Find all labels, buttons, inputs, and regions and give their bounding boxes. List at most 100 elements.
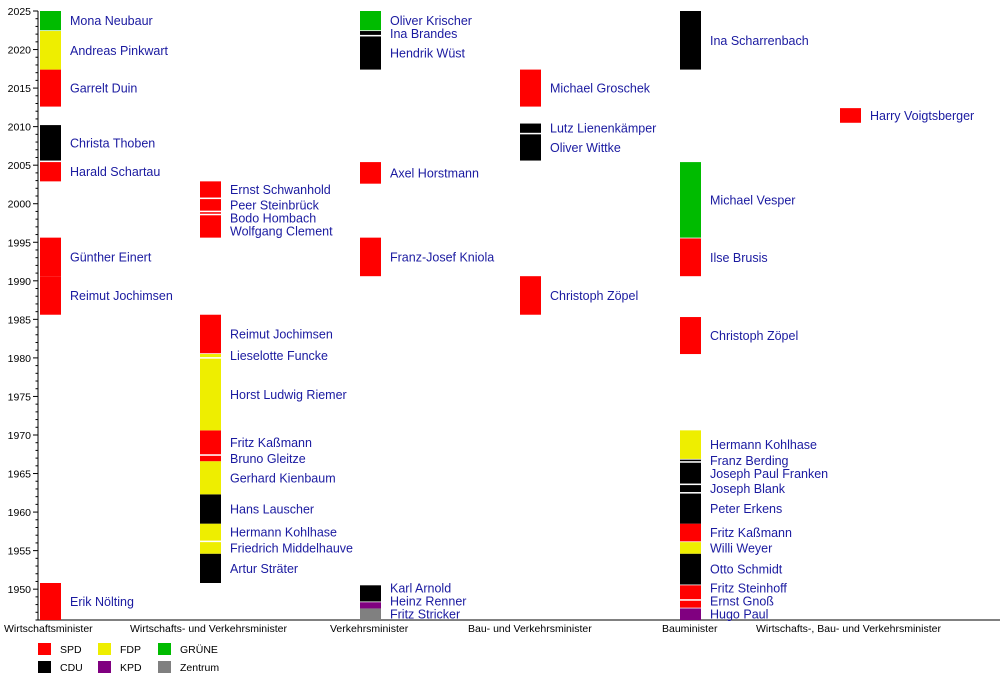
y-tick-label: 1960 <box>8 507 32 519</box>
minister-label: Fritz Kaßmann <box>710 526 792 540</box>
term-bar <box>40 276 61 315</box>
minister-label: Ina Scharrenbach <box>710 34 809 48</box>
minister-label: Karl Arnold <box>390 582 451 596</box>
y-tick-label: 2010 <box>8 122 32 134</box>
y-tick-label: 1990 <box>8 276 32 288</box>
minister-label: Reimut Jochimsen <box>230 328 333 342</box>
term-bar <box>680 485 701 493</box>
term-bar <box>680 238 701 277</box>
term-bar <box>360 36 381 70</box>
y-tick-label: 1965 <box>8 469 32 481</box>
legend-swatch <box>158 643 171 655</box>
term-bar <box>200 430 221 455</box>
minister-label: Lutz Lienenkämper <box>550 122 656 136</box>
term-bar <box>680 493 701 524</box>
term-bar <box>680 553 701 585</box>
term-bar <box>840 108 861 123</box>
minister-label: Hermann Kohlhase <box>710 438 817 452</box>
term-bar <box>680 523 701 542</box>
y-axis: 1950 1955 1960 1965 1970 1975 1980 1985 1990 1995… <box>8 6 1000 621</box>
minister-label: Peer Steinbrück <box>230 198 320 212</box>
term-bar <box>40 162 61 182</box>
legend-label: Zentrum <box>180 662 219 674</box>
term-bar <box>680 162 701 238</box>
minister-label: Erik Nölting <box>70 595 134 609</box>
minister-label: Ernst Gnoß <box>710 595 774 609</box>
minister-label: Otto Schmidt <box>710 563 783 577</box>
minister-label: Harry Voigtsberger <box>870 109 974 123</box>
legend: SPD CDU FDP KPD GRÜNE Zentrum <box>38 643 219 674</box>
term-bar <box>680 459 701 462</box>
legend-label: GRÜNE <box>180 644 218 656</box>
y-tick-label: 1955 <box>8 546 32 558</box>
category-labels: Wirtschaftsminister Wirtschafts- und Verk… <box>4 623 941 635</box>
minister-label: Wolfgang Clement <box>230 224 333 238</box>
minister-label: Fritz Stricker <box>390 608 460 622</box>
minister-label: Hans Lauscher <box>230 502 314 516</box>
term-bar <box>40 69 61 107</box>
term-bar <box>40 31 61 70</box>
minister-label: Friedrich Middelhauve <box>230 541 353 555</box>
minister-label: Gerhard Kienbaum <box>230 471 336 485</box>
term-bar <box>520 123 541 133</box>
minister-label: Fritz Kaßmann <box>230 436 312 450</box>
minister-label: Harald Schartau <box>70 165 160 179</box>
term-bar <box>200 314 221 354</box>
term-bar <box>200 181 221 198</box>
y-tick-label: 1970 <box>8 430 32 442</box>
term-bar <box>520 69 541 107</box>
minister-label: Ina Brandes <box>390 27 457 41</box>
term-bar <box>520 134 541 161</box>
minister-label: Fritz Steinhoff <box>710 582 787 596</box>
minister-label: Peter Erkens <box>710 502 782 516</box>
legend-swatch <box>158 661 171 673</box>
minister-label: Reimut Jochimsen <box>70 289 173 303</box>
category-label: Bauminister <box>662 623 718 635</box>
term-bar <box>360 602 381 609</box>
minister-label: Joseph Blank <box>710 482 786 496</box>
minister-label: Axel Horstmann <box>390 166 479 180</box>
term-bar <box>360 585 381 602</box>
minister-label: Garrelt Duin <box>70 82 137 96</box>
legend-label: FDP <box>120 644 141 656</box>
term-bar <box>40 11 61 31</box>
term-bars <box>40 11 861 620</box>
minister-label: Franz-Josef Kniola <box>390 250 494 264</box>
minister-label: Christoph Zöpel <box>710 329 798 343</box>
legend-swatch <box>38 661 51 673</box>
term-bar <box>360 31 381 35</box>
term-bar <box>40 125 61 161</box>
minister-label: Horst Ludwig Riemer <box>230 388 347 402</box>
minister-label: Christoph Zöpel <box>550 289 638 303</box>
term-bar <box>200 494 221 524</box>
minister-label: Oliver Krischer <box>390 14 472 28</box>
term-bar <box>680 430 701 459</box>
minister-label: Heinz Renner <box>390 595 466 609</box>
y-tick-label: 1980 <box>8 353 32 365</box>
minister-label: Hermann Kohlhase <box>230 526 337 540</box>
term-bar <box>680 585 701 600</box>
minister-label: Bodo Hombach <box>230 211 316 225</box>
term-bar <box>680 317 701 355</box>
term-bar <box>680 462 701 484</box>
minister-label: Ernst Schwanhold <box>230 183 331 197</box>
legend-label: CDU <box>60 662 83 674</box>
y-tick-label: 2020 <box>8 45 32 57</box>
term-bar <box>680 11 701 70</box>
minister-label: Mona Neubaur <box>70 14 153 28</box>
minister-label: Bruno Gleitze <box>230 452 306 466</box>
minister-label: Hendrik Wüst <box>390 47 466 61</box>
minister-label: Andreas Pinkwart <box>70 44 168 58</box>
term-bar <box>360 11 381 31</box>
category-label: Bau- und Verkehrsminister <box>468 623 592 635</box>
y-tick-label: 2005 <box>8 160 32 172</box>
y-tick-label: 1975 <box>8 391 32 403</box>
minister-labels: Mona Neubaur Andreas Pinkwart Garrelt Duin… <box>70 14 974 621</box>
term-bar <box>40 582 61 620</box>
category-label: Wirtschafts- und Verkehrsminister <box>130 623 287 635</box>
term-bar <box>200 199 221 211</box>
legend-swatch <box>38 643 51 655</box>
minister-label: Artur Sträter <box>230 562 298 576</box>
term-bar <box>680 600 701 608</box>
